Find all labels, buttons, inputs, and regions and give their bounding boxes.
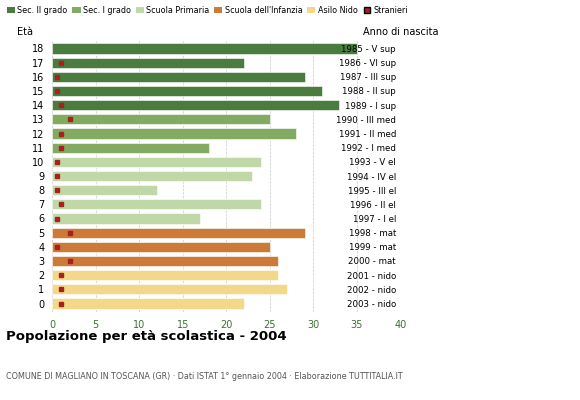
Text: Popolazione per età scolastica - 2004: Popolazione per età scolastica - 2004 xyxy=(6,330,287,343)
Bar xyxy=(52,44,357,54)
Bar xyxy=(52,228,305,238)
Text: Anno di nascita: Anno di nascita xyxy=(362,27,438,37)
Bar xyxy=(52,270,278,280)
Bar xyxy=(52,114,270,124)
Bar xyxy=(52,199,261,210)
Bar xyxy=(52,214,200,224)
Bar xyxy=(52,142,209,153)
Bar xyxy=(52,298,244,309)
Bar xyxy=(52,284,287,294)
Legend: Sec. II grado, Sec. I grado, Scuola Primaria, Scuola dell'Infanzia, Asilo Nido, : Sec. II grado, Sec. I grado, Scuola Prim… xyxy=(7,6,408,15)
Bar xyxy=(52,86,322,96)
Bar xyxy=(52,256,278,266)
Text: Età: Età xyxy=(17,27,34,37)
Bar xyxy=(52,58,244,68)
Bar xyxy=(52,242,270,252)
Bar xyxy=(52,100,339,110)
Bar xyxy=(52,185,157,195)
Text: COMUNE DI MAGLIANO IN TOSCANA (GR) · Dati ISTAT 1° gennaio 2004 · Elaborazione T: COMUNE DI MAGLIANO IN TOSCANA (GR) · Dat… xyxy=(6,372,403,381)
Bar xyxy=(52,171,252,181)
Bar xyxy=(52,157,261,167)
Bar xyxy=(52,128,296,139)
Bar xyxy=(52,72,305,82)
